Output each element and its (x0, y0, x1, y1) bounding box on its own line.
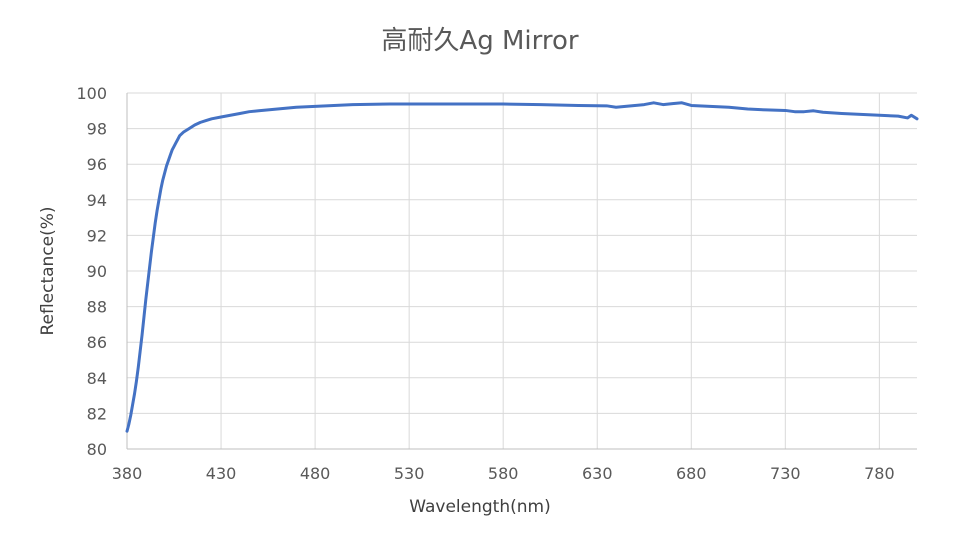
y-axis-title: Reflectance(%) (38, 206, 58, 335)
x-tick-label: 730 (770, 464, 801, 483)
series-layer (125, 101, 919, 433)
y-tick-label: 92 (87, 226, 107, 245)
x-tick-label: 430 (206, 464, 237, 483)
y-axis-tick-labels: 80 82 84 86 88 90 92 94 96 98 100 (76, 84, 107, 459)
x-tick-label: 630 (582, 464, 613, 483)
x-tick-label: 780 (864, 464, 895, 483)
y-tick-label: 82 (87, 404, 107, 423)
x-tick-label: 480 (300, 464, 331, 483)
y-tick-label: 86 (87, 333, 107, 352)
y-tick-label: 100 (76, 84, 107, 103)
x-tick-label: 380 (112, 464, 143, 483)
y-tick-label: 94 (87, 191, 107, 210)
x-axis-tick-labels: 380 430 480 530 580 630 680 730 780 (112, 464, 895, 483)
axes (126, 93, 917, 450)
x-tick-label: 530 (394, 464, 425, 483)
y-tick-label: 88 (87, 298, 107, 317)
grid-lines (126, 92, 917, 450)
x-tick-label: 580 (488, 464, 519, 483)
y-tick-label: 96 (87, 155, 107, 174)
y-tick-label: 80 (87, 440, 107, 459)
chart-title: 高耐久Ag Mirror (381, 26, 578, 56)
x-tick-label: 680 (676, 464, 707, 483)
x-axis-title: Wavelength(nm) (409, 497, 550, 517)
y-tick-label: 84 (87, 369, 107, 388)
y-tick-label: 98 (87, 120, 107, 139)
y-tick-label: 90 (87, 262, 107, 281)
reflectance-series-line (125, 101, 919, 433)
